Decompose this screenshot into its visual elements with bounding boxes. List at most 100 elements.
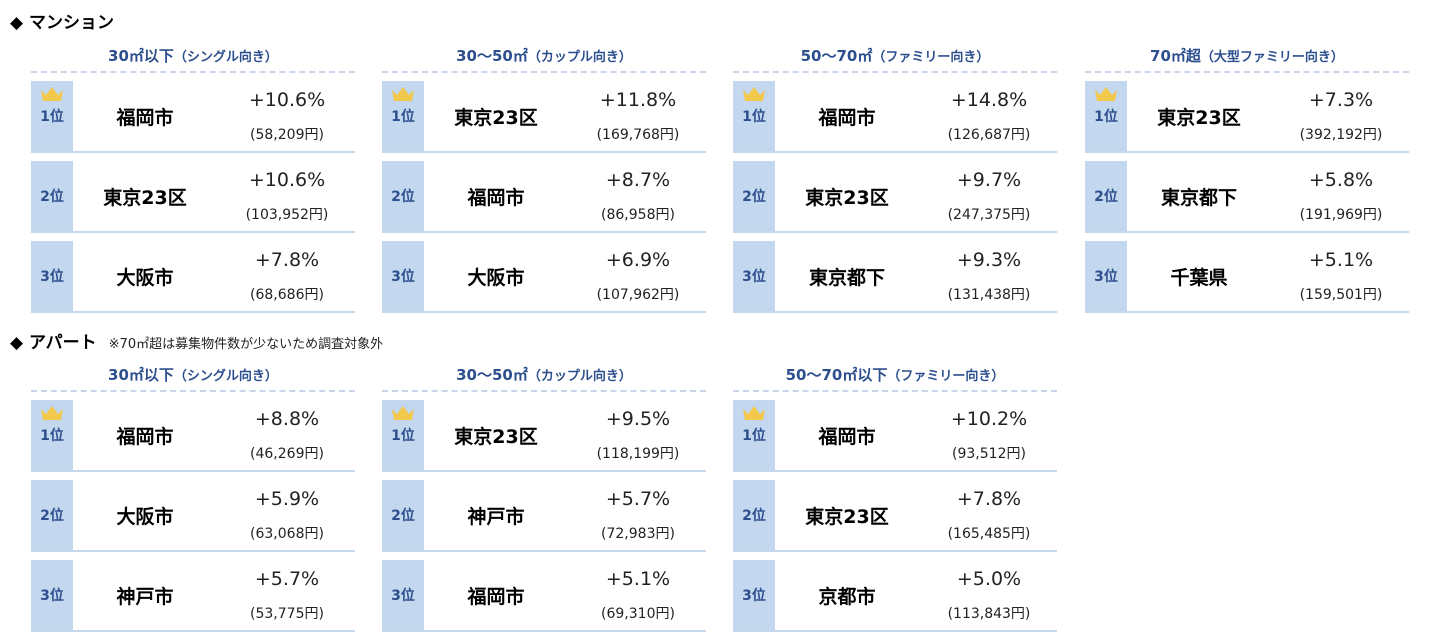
crown-icon — [392, 87, 414, 101]
group-heading-sub: （ファミリー向き） — [887, 369, 1005, 384]
mansion-section-title: ◆ マンション — [10, 8, 114, 33]
group-heading: 30㎡以下（シングル向き） — [31, 41, 355, 73]
average-rent: (72,983円) — [601, 526, 675, 542]
rank-label: 3位 — [40, 269, 64, 285]
rank-badge: 1位 — [31, 81, 73, 151]
rank-label: 1位 — [40, 109, 64, 125]
apart-title: ◆ アパート — [10, 333, 97, 353]
average-rent: (107,962円) — [596, 287, 680, 303]
ranking-row: 3位 東京都下 +9.3% (131,438円) — [733, 241, 1057, 313]
change-percent: +10.2% — [950, 408, 1028, 430]
ranking-row: 1位 福岡市 +8.8% (46,269円) — [31, 400, 355, 472]
rank-badge: 3位 — [733, 560, 775, 630]
ranking-row: 3位 大阪市 +6.9% (107,962円) — [382, 241, 706, 313]
ranking-row: 3位 千葉県 +5.1% (159,501円) — [1085, 241, 1409, 313]
group-heading-sub: （シングル向き） — [173, 50, 278, 65]
group-heading-main: 30㎡以下 — [108, 47, 174, 65]
rank-label: 1位 — [40, 428, 64, 444]
average-rent: (159,501円) — [1299, 287, 1383, 303]
ranking-row: 1位 福岡市 +10.2% (93,512円) — [733, 400, 1057, 472]
change-percent: +5.1% — [605, 568, 671, 590]
average-rent: (46,269円) — [250, 446, 324, 462]
city-name: 福岡市 — [467, 187, 525, 209]
rank-label: 2位 — [391, 189, 415, 205]
group-heading: 50～70㎡以下（ファミリー向き） — [733, 360, 1057, 392]
rank-label: 2位 — [742, 508, 766, 524]
rank-badge: 3位 — [1085, 241, 1127, 311]
rank-label: 2位 — [40, 508, 64, 524]
rank-badge: 1位 — [382, 400, 424, 470]
apart-group-3: 50～70㎡以下（ファミリー向き） 1位 福岡市 +10.2% (93,512円) 2位 東… — [733, 360, 1057, 632]
rank-label: 2位 — [40, 189, 64, 205]
ranking-row: 2位 東京23区 +9.7% (247,375円) — [733, 161, 1057, 233]
crown-icon — [1095, 87, 1117, 101]
city-name: 東京23区 — [1157, 107, 1241, 129]
ranking-row: 2位 東京23区 +7.8% (165,485円) — [733, 480, 1057, 552]
average-rent: (247,375円) — [947, 207, 1031, 223]
city-name: 東京都下 — [808, 267, 885, 289]
group-heading: 30～50㎡（カップル向き） — [382, 41, 706, 73]
rank-label: 3位 — [40, 588, 64, 604]
group-heading: 30～50㎡（カップル向き） — [382, 360, 706, 392]
city-name: 東京23区 — [454, 426, 538, 448]
change-percent: +10.6% — [248, 89, 326, 111]
ranking-row: 1位 福岡市 +14.8% (126,687円) — [733, 81, 1057, 153]
group-heading-main: 50～70㎡以下 — [785, 366, 888, 384]
mansion-group-3: 50～70㎡（ファミリー向き） 1位 福岡市 +14.8% (126,687円) 2位 東京… — [733, 41, 1057, 313]
group-heading-sub: （カップル向き） — [527, 369, 632, 384]
city-name: 京都市 — [818, 586, 876, 608]
rank-label: 3位 — [742, 269, 766, 285]
city-name: 福岡市 — [818, 426, 876, 448]
city-name: 神戸市 — [116, 586, 174, 608]
group-heading-main: 30～50㎡ — [456, 47, 528, 65]
ranking-row: 2位 大阪市 +5.9% (63,068円) — [31, 480, 355, 552]
group-heading: 30㎡以下（シングル向き） — [31, 360, 355, 392]
crown-icon — [743, 406, 765, 420]
crown-icon — [41, 87, 63, 101]
city-name: 福岡市 — [116, 107, 174, 129]
apart-group-2: 30～50㎡（カップル向き） 1位 東京23区 +9.5% (118,199円) 2位 神戸… — [382, 360, 706, 632]
rank-badge: 2位 — [382, 480, 424, 550]
average-rent: (165,485円) — [947, 526, 1031, 542]
ranking-row: 1位 福岡市 +10.6% (58,209円) — [31, 81, 355, 153]
ranking-row: 3位 京都市 +5.0% (113,843円) — [733, 560, 1057, 632]
group-heading-sub: （ファミリー向き） — [872, 50, 990, 65]
city-name: 東京23区 — [805, 506, 889, 528]
city-name: 東京23区 — [454, 107, 538, 129]
city-name: 福岡市 — [467, 586, 525, 608]
mansion-title: ◆ マンション — [10, 13, 114, 33]
change-percent: +9.7% — [956, 169, 1022, 191]
average-rent: (58,209円) — [250, 127, 324, 143]
average-rent: (392,192円) — [1299, 127, 1383, 143]
city-name: 神戸市 — [467, 506, 525, 528]
city-name: 東京23区 — [805, 187, 889, 209]
city-name: 福岡市 — [116, 426, 174, 448]
ranking-row: 3位 大阪市 +7.8% (68,686円) — [31, 241, 355, 313]
rank-badge: 3位 — [31, 560, 73, 630]
rank-badge: 3位 — [733, 241, 775, 311]
rank-label: 1位 — [742, 109, 766, 125]
apart-group-1: 30㎡以下（シングル向き） 1位 福岡市 +8.8% (46,269円) 2位 大阪市 +5.… — [31, 360, 355, 632]
change-percent: +5.7% — [254, 568, 320, 590]
ranking-row: 2位 神戸市 +5.7% (72,983円) — [382, 480, 706, 552]
rank-label: 2位 — [1094, 189, 1118, 205]
rank-label: 1位 — [391, 109, 415, 125]
city-name: 福岡市 — [818, 107, 876, 129]
average-rent: (53,775円) — [250, 606, 324, 622]
crown-icon — [743, 87, 765, 101]
rank-badge: 1位 — [31, 400, 73, 470]
rank-badge: 1位 — [733, 81, 775, 151]
group-heading: 70㎡超（大型ファミリー向き） — [1085, 41, 1409, 73]
group-heading-sub: （カップル向き） — [527, 50, 632, 65]
rank-badge: 2位 — [733, 480, 775, 550]
change-percent: +6.9% — [605, 249, 671, 271]
average-rent: (103,952円) — [245, 207, 329, 223]
group-heading-sub: （シングル向き） — [173, 369, 278, 384]
average-rent: (93,512円) — [952, 446, 1026, 462]
group-heading-main: 30㎡以下 — [108, 366, 174, 384]
city-name: 東京都下 — [1160, 187, 1237, 209]
rank-badge: 2位 — [382, 161, 424, 231]
average-rent: (131,438円) — [947, 287, 1031, 303]
average-rent: (126,687円) — [947, 127, 1031, 143]
group-heading-main: 30～50㎡ — [456, 366, 528, 384]
